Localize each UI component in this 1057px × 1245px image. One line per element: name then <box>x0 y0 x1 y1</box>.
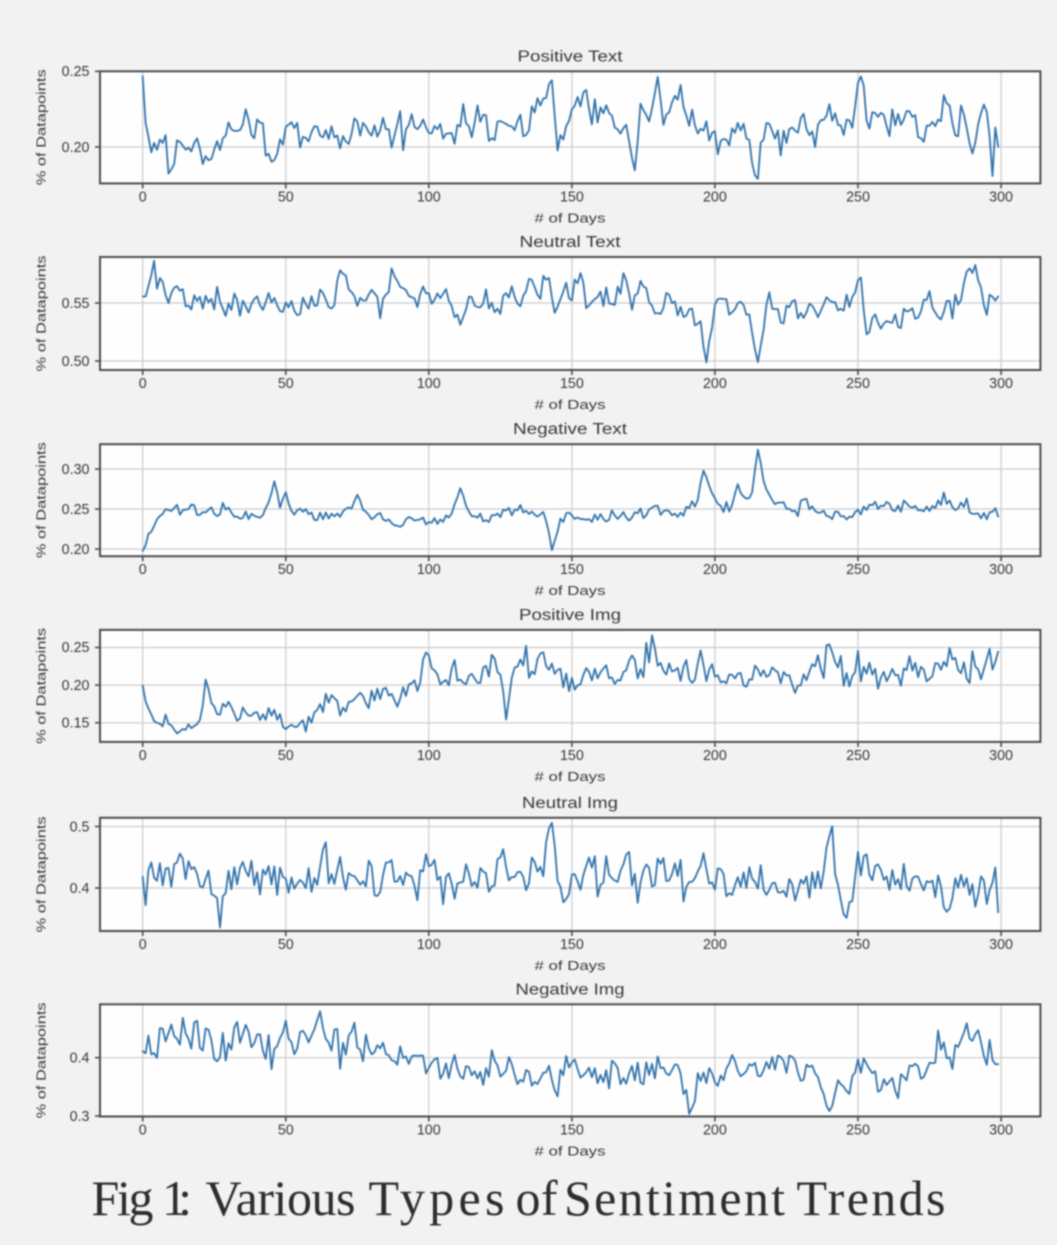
svg-text:250: 250 <box>846 376 870 392</box>
svg-text:100: 100 <box>417 189 441 205</box>
svg-text:# of Days: # of Days <box>535 583 607 598</box>
svg-text:100: 100 <box>417 1123 441 1139</box>
svg-text:% of Datapoints: % of Datapoints <box>34 627 49 744</box>
svg-text:Types: Types <box>369 1170 505 1226</box>
svg-text:300: 300 <box>989 376 1013 392</box>
svg-text:Trends: Trends <box>797 1170 946 1226</box>
svg-text:Sentiment: Sentiment <box>564 1170 785 1226</box>
svg-text:Negative Text: Negative Text <box>513 421 628 438</box>
svg-text:Neutral Img: Neutral Img <box>522 795 618 812</box>
svg-text:100: 100 <box>417 748 441 764</box>
svg-text:0.25: 0.25 <box>62 502 90 518</box>
svg-text:% of Datapoints: % of Datapoints <box>34 1002 49 1119</box>
svg-text:0.20: 0.20 <box>62 542 90 558</box>
svg-text:0.5: 0.5 <box>70 819 90 835</box>
svg-text:# of Days: # of Days <box>535 1144 607 1159</box>
svg-text:0.20: 0.20 <box>62 140 90 156</box>
svg-text:0.25: 0.25 <box>62 640 90 656</box>
svg-text:50: 50 <box>278 937 294 953</box>
svg-text:# of Days: # of Days <box>535 210 607 225</box>
svg-text:300: 300 <box>989 562 1013 578</box>
svg-text:200: 200 <box>703 376 727 392</box>
svg-text:0.50: 0.50 <box>62 354 90 370</box>
svg-text:0.25: 0.25 <box>62 64 90 80</box>
svg-text:# of Days: # of Days <box>535 397 607 412</box>
svg-text:0.55: 0.55 <box>62 296 90 312</box>
svg-text:150: 150 <box>560 748 584 764</box>
svg-text:0.3: 0.3 <box>70 1109 90 1125</box>
svg-text:150: 150 <box>560 937 584 953</box>
svg-text:Negative Img: Negative Img <box>516 981 625 998</box>
svg-text:# of Days: # of Days <box>535 769 607 784</box>
svg-text:0: 0 <box>139 376 147 392</box>
svg-text:300: 300 <box>989 937 1013 953</box>
svg-text:Neutral Text: Neutral Text <box>520 234 622 251</box>
svg-text:0: 0 <box>139 1123 147 1139</box>
svg-text:50: 50 <box>278 1123 294 1139</box>
svg-text:250: 250 <box>846 189 870 205</box>
svg-text:100: 100 <box>417 937 441 953</box>
svg-text:1:: 1: <box>162 1170 192 1226</box>
svg-text:# of Days: # of Days <box>535 958 607 973</box>
svg-text:% of Datapoints: % of Datapoints <box>34 255 49 372</box>
svg-text:0: 0 <box>139 748 147 764</box>
svg-text:0.20: 0.20 <box>62 678 90 694</box>
svg-text:0.4: 0.4 <box>70 1051 90 1067</box>
svg-text:of: of <box>516 1170 558 1226</box>
svg-text:200: 200 <box>703 189 727 205</box>
svg-text:250: 250 <box>846 562 870 578</box>
svg-text:200: 200 <box>703 937 727 953</box>
svg-text:% of Datapoints: % of Datapoints <box>34 69 49 186</box>
svg-text:200: 200 <box>703 748 727 764</box>
svg-text:150: 150 <box>560 189 584 205</box>
svg-text:150: 150 <box>560 376 584 392</box>
svg-text:Various: Various <box>206 1170 356 1226</box>
svg-text:100: 100 <box>417 376 441 392</box>
svg-text:Positive Img: Positive Img <box>519 607 621 624</box>
svg-text:0.30: 0.30 <box>62 462 90 478</box>
svg-text:% of Datapoints: % of Datapoints <box>34 816 49 933</box>
svg-text:250: 250 <box>846 1123 870 1139</box>
svg-text:50: 50 <box>278 189 294 205</box>
svg-text:0.4: 0.4 <box>70 881 90 897</box>
svg-text:0: 0 <box>139 937 147 953</box>
svg-text:300: 300 <box>989 189 1013 205</box>
svg-text:250: 250 <box>846 937 870 953</box>
svg-text:200: 200 <box>703 562 727 578</box>
svg-text:200: 200 <box>703 1123 727 1139</box>
svg-text:150: 150 <box>560 562 584 578</box>
svg-text:0: 0 <box>139 562 147 578</box>
svg-text:Positive Text: Positive Text <box>518 48 624 65</box>
svg-text:50: 50 <box>278 748 294 764</box>
svg-text:0: 0 <box>139 189 147 205</box>
svg-text:100: 100 <box>417 562 441 578</box>
svg-text:150: 150 <box>560 1123 584 1139</box>
svg-text:0.15: 0.15 <box>62 716 90 732</box>
svg-text:300: 300 <box>989 1123 1013 1139</box>
svg-text:Fig: Fig <box>92 1170 154 1226</box>
svg-text:300: 300 <box>989 748 1013 764</box>
svg-text:250: 250 <box>846 748 870 764</box>
svg-text:50: 50 <box>278 376 294 392</box>
svg-text:% of Datapoints: % of Datapoints <box>34 442 49 559</box>
svg-text:50: 50 <box>278 562 294 578</box>
